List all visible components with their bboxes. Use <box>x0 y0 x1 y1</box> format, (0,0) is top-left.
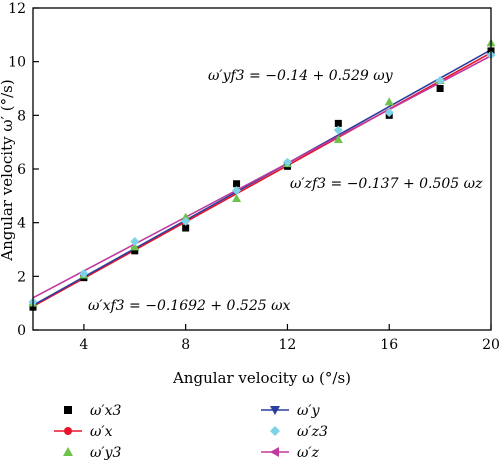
legend-entry-4: ω′z3 <box>270 424 328 440</box>
data-point-s2-3 <box>181 212 191 221</box>
data-point-s2-2 <box>130 242 140 251</box>
legend-label: ω′y3 <box>90 445 122 461</box>
legend-marker <box>63 447 73 456</box>
plot-frame <box>32 7 492 331</box>
legend-entry-5: ω′z <box>261 445 320 461</box>
data-point-s0-6 <box>334 119 342 127</box>
x-tick-label: 4 <box>79 337 88 353</box>
data-point-s4-2 <box>130 236 140 246</box>
axis-ticks: 4 8 12 16 20 0 2 4 6 8 10 12 <box>8 1 500 353</box>
fit-line-5 <box>32 55 492 299</box>
data-point-s4-6 <box>333 125 343 135</box>
y-tick-label: 10 <box>8 55 26 71</box>
data-point-s0-4 <box>233 180 241 188</box>
legend-entry-0: ω′x3 <box>64 403 121 419</box>
legend-entry-1: ω′x <box>54 424 113 440</box>
y-tick-label: 8 <box>17 108 26 124</box>
legend-entry-3: ω′y <box>261 403 321 419</box>
y-tick-label: 6 <box>17 162 26 178</box>
data-point-s4-8 <box>435 75 445 85</box>
x-tick-label: 16 <box>380 337 398 353</box>
legend-label: ω′z3 <box>297 424 328 440</box>
legend-label: ω′z <box>297 445 320 461</box>
y-tick-label: 2 <box>17 269 26 285</box>
legend-marker <box>64 406 72 414</box>
legend: ω′x3 ω′x ω′y3 ω′y ω′z3 ω′z <box>54 403 328 461</box>
legend-marker <box>270 447 279 457</box>
x-tick-label: 8 <box>181 337 190 353</box>
data-point-s2-6 <box>333 134 343 143</box>
legend-label: ω′x3 <box>90 403 121 419</box>
fit-line-1 <box>32 52 492 308</box>
data-point-s4-1 <box>79 269 89 279</box>
data-point-s4-7 <box>384 108 394 118</box>
data-point-s0-3 <box>182 224 190 232</box>
annotation-y-fit: ω′yf3 = −0.14 + 0.529 ωy <box>208 68 394 84</box>
data-point-s2-7 <box>384 97 394 106</box>
y-tick-label: 0 <box>17 323 26 339</box>
annotation-x-fit: ω′xf3 = −0.1692 + 0.525 ωx <box>88 298 291 314</box>
legend-marker <box>64 427 72 435</box>
data-point-s2-4 <box>232 194 242 203</box>
legend-label: ω′x <box>90 424 113 440</box>
x-axis-label: Angular velocity ω (°/s) <box>172 369 351 387</box>
x-tick-label: 20 <box>482 337 500 353</box>
y-tick-label: 12 <box>8 1 26 17</box>
plot-marks <box>28 38 496 311</box>
legend-entry-2: ω′y3 <box>63 445 122 461</box>
legend-label: ω′y <box>297 403 321 419</box>
x-tick-label: 12 <box>279 337 297 353</box>
data-point-s4-3 <box>181 216 191 226</box>
data-point-s4-5 <box>282 157 292 167</box>
data-point-s0-2 <box>131 247 139 255</box>
data-point-s0-8 <box>436 85 444 92</box>
y-tick-label: 4 <box>17 216 26 232</box>
legend-marker <box>270 426 280 436</box>
y-axis-label: Angular velocity ω′ (°/s) <box>0 79 16 261</box>
legend-marker <box>270 406 280 415</box>
data-point-s4-4 <box>232 185 242 195</box>
annotation-z-fit: ω′zf3 = −0.137 + 0.505 ωz <box>290 176 483 192</box>
